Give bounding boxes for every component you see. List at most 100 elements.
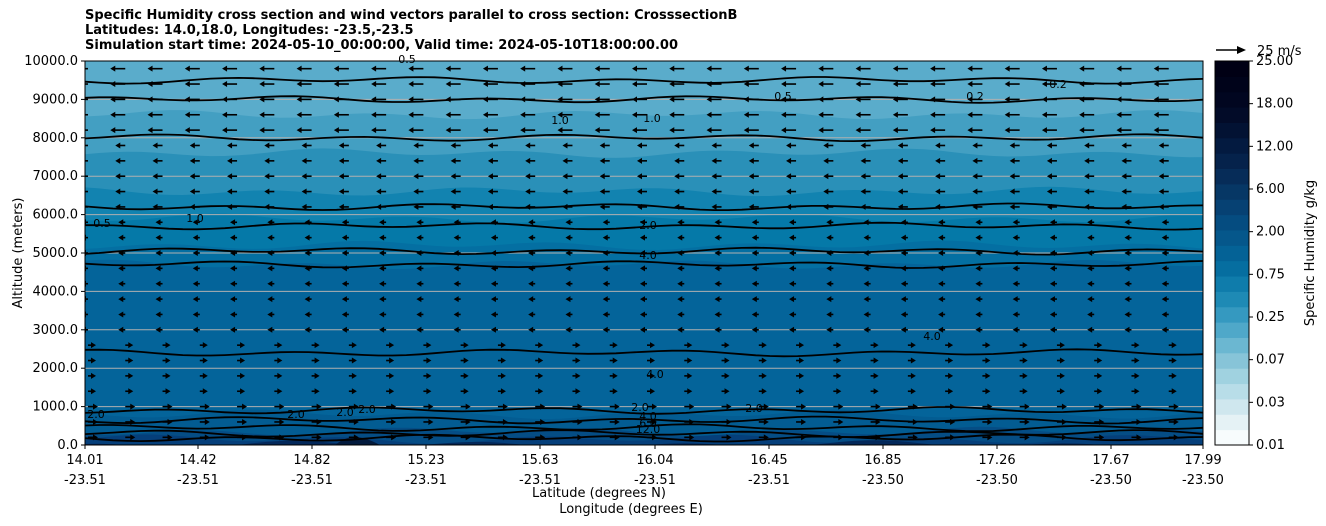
wind-vector-head: [267, 234, 273, 241]
wind-vector-head: [897, 173, 903, 180]
wind-vector-head: [632, 96, 637, 103]
wind-vector-head: [614, 434, 620, 441]
wind-vector-head: [1012, 265, 1018, 272]
contour-line: [85, 133, 1203, 143]
wind-vector-head: [594, 81, 600, 88]
wind-vector-head: [602, 265, 608, 272]
wind-vector-head: [987, 403, 993, 410]
wind-vector-head: [826, 296, 832, 303]
wind-vector-head: [612, 388, 618, 395]
wind-vector-head: [528, 311, 534, 318]
wind-vector-head: [1124, 311, 1130, 318]
colorbar-tick-label: 12.00: [1256, 139, 1293, 154]
wind-vector-head: [1084, 142, 1090, 149]
contour-label: 4.0: [639, 410, 657, 423]
wind-vector-head: [1136, 434, 1142, 441]
wind-vector-head: [230, 326, 236, 333]
wind-vector-head: [724, 342, 730, 349]
wind-vector-head: [873, 388, 879, 395]
wind-vector-head: [115, 142, 121, 149]
wind-vector-head: [711, 157, 717, 164]
wind-vector-head: [152, 203, 158, 210]
wind-vector-head: [316, 403, 322, 410]
wind-vector-head: [557, 111, 563, 118]
wind-vector-head: [240, 372, 246, 379]
wind-vector-head: [1087, 326, 1093, 333]
wind-vector-head: [557, 65, 563, 72]
wind-vector-head: [304, 250, 310, 256]
wind-vector-head: [910, 388, 916, 395]
wind-vector-head: [482, 65, 488, 72]
wind-vector-head: [538, 357, 544, 364]
wind-vector-head: [426, 388, 432, 395]
wind-vector-head: [706, 65, 712, 72]
x-tick-label-lat: 14.42: [179, 453, 216, 468]
wind-vector-head: [155, 280, 161, 287]
wind-vector-head: [1046, 157, 1052, 164]
wind-vector-head: [818, 65, 824, 72]
wind-vector-head: [1121, 173, 1127, 180]
wind-vector-head: [389, 372, 395, 379]
wind-vector-head: [594, 65, 600, 72]
wind-vector-head: [987, 434, 993, 441]
wind-vector-head: [863, 326, 869, 333]
wind-vector-head: [227, 203, 233, 210]
wind-vector-head: [376, 157, 382, 164]
wind-vector-head: [781, 111, 787, 118]
wind-vector-head: [1161, 250, 1167, 256]
wind-vector-head: [465, 403, 471, 410]
wind-vector-head: [897, 157, 903, 164]
wind-vector-head: [1079, 127, 1085, 134]
wind-vector-head: [575, 372, 581, 379]
wind-vector-head: [1121, 142, 1127, 149]
wind-vector-head: [264, 173, 270, 180]
wind-vector-head: [900, 280, 906, 287]
wind-vector-head: [1084, 188, 1090, 195]
contour-label: 2.0: [745, 402, 763, 415]
wind-vector-head: [192, 326, 198, 333]
wind-vector-head: [371, 96, 377, 103]
wind-vector-head: [128, 372, 134, 379]
wind-vector-head: [73, 81, 78, 87]
wind-vector-head: [391, 403, 397, 410]
wind-vector-head: [875, 418, 881, 425]
wind-vector-head: [453, 280, 459, 287]
wind-vector-head: [1124, 219, 1130, 226]
wind-vector-head: [557, 127, 563, 134]
wind-vector-head: [972, 188, 978, 195]
wind-vector-head: [428, 403, 434, 410]
wind-vector-head: [724, 372, 730, 379]
wind-vector-head: [416, 219, 422, 226]
wind-vector-head: [562, 188, 568, 195]
wind-vector-head: [230, 296, 236, 303]
wind-vector-head: [445, 127, 451, 134]
wind-vector-head: [1161, 265, 1167, 272]
wind-vector-head: [379, 280, 385, 287]
wind-vector-head: [930, 127, 936, 134]
wind-vector-head: [930, 111, 936, 118]
title-line-1: Specific Humidity cross section and wind…: [85, 8, 738, 23]
wind-vector-head: [1009, 188, 1015, 195]
wind-vector-head: [1049, 311, 1055, 318]
wind-vector-head: [490, 296, 496, 303]
wind-vector-head: [453, 296, 459, 303]
wind-vector-head: [450, 173, 456, 180]
wind-vector-head: [724, 357, 730, 364]
wind-vector-head: [714, 265, 720, 272]
wind-vector-head: [155, 219, 161, 226]
wind-vector-head: [687, 388, 693, 395]
contour-label: 4.0: [639, 249, 657, 262]
wind-vector-head: [900, 326, 906, 333]
wind-vector-head: [296, 111, 302, 118]
colorbar-tick-label: 0.25: [1256, 310, 1285, 325]
colorbar-swatch: [1215, 122, 1249, 139]
wind-vector-head: [416, 280, 422, 287]
wind-vector-head: [242, 434, 248, 441]
wind-vector-head: [408, 96, 414, 103]
wind-vector-head: [118, 265, 124, 272]
wind-vector-head: [1004, 111, 1010, 118]
wind-vector-head: [677, 265, 683, 272]
wind-vector-head: [669, 127, 675, 134]
wind-vector-head: [230, 219, 236, 226]
wind-vector-head: [500, 388, 506, 395]
